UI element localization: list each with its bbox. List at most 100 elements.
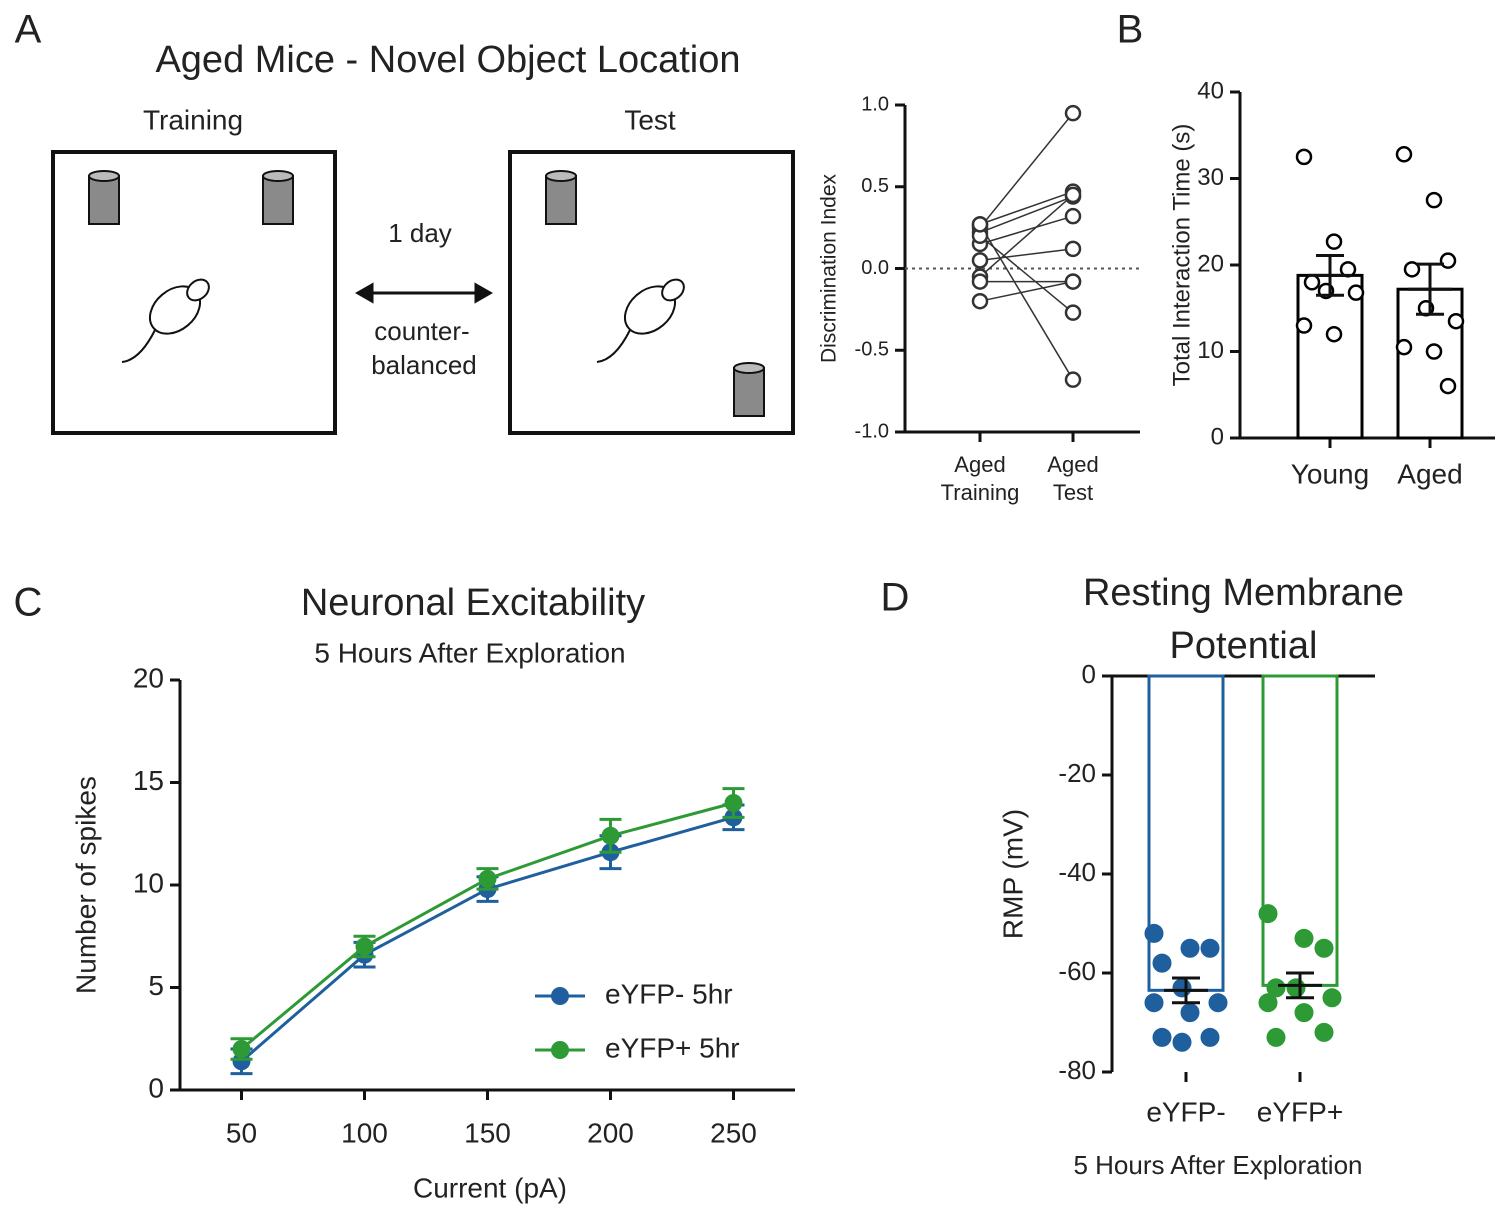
data-point <box>1200 1027 1220 1047</box>
data-point <box>1152 1027 1172 1047</box>
legend-marker <box>551 1041 569 1059</box>
data-point <box>1447 312 1465 330</box>
data-point <box>1180 938 1200 958</box>
data-point <box>1064 186 1082 204</box>
data-point <box>1286 978 1306 998</box>
mouse <box>596 278 685 363</box>
panel-letter: B <box>1117 8 1144 52</box>
legend-marker <box>551 987 569 1005</box>
x-tick-label: 200 <box>587 1117 634 1148</box>
data-point <box>1314 1022 1334 1042</box>
data-point <box>1294 1003 1314 1023</box>
arena-box <box>51 150 337 435</box>
y-tick-label: 20 <box>1197 250 1224 277</box>
data-point <box>355 937 374 956</box>
data-point <box>1347 284 1365 301</box>
data-point <box>971 292 989 310</box>
chart-title: Neuronal Excitability <box>301 582 645 624</box>
object <box>733 362 765 417</box>
y-axis-label: Number of spikes <box>70 776 101 994</box>
data-point <box>1303 274 1321 291</box>
y-tick-label: -60 <box>1058 956 1096 986</box>
panel-letter: C <box>14 581 43 625</box>
pair-line <box>979 280 1074 302</box>
data-point <box>1395 146 1413 163</box>
data-point <box>1064 304 1082 321</box>
note-line: balanced <box>371 350 477 380</box>
data-point <box>971 216 989 233</box>
y-axis-label: Total Interaction Time (s) <box>1168 124 1195 387</box>
pair-line <box>979 215 1074 245</box>
data-point <box>1064 273 1082 290</box>
chart-subtitle: 5 Hours After Exploration <box>314 637 625 668</box>
arena-label: Training <box>143 104 243 135</box>
data-point <box>232 1040 251 1058</box>
mouse <box>121 278 210 363</box>
data-point <box>1325 325 1343 343</box>
note-line: counter- <box>374 316 469 346</box>
data-point <box>1425 191 1443 209</box>
data-point <box>478 869 497 888</box>
y-tick-label: 0 <box>148 1072 164 1103</box>
y-tick-label: 0 <box>1211 423 1224 450</box>
x-tick-label: Aged Training <box>941 452 1020 505</box>
arena-box <box>508 150 795 435</box>
arena-label: Test <box>624 104 676 135</box>
x-tick-label: eYFP- <box>1146 1096 1225 1127</box>
pair-line <box>979 190 1074 226</box>
data-point <box>1172 1032 1192 1052</box>
data-point <box>1439 377 1457 395</box>
chart-title: Resting Membrane Potential <box>1083 572 1404 667</box>
x-axis-label: 5 Hours After Exploration <box>1073 1150 1362 1180</box>
data-point <box>1258 904 1278 924</box>
data-point <box>1180 1003 1200 1023</box>
x-tick-label: 50 <box>226 1117 257 1148</box>
x-tick-label: Aged Test <box>1047 452 1098 505</box>
legend-label: eYFP- 5hr <box>605 978 733 1009</box>
y-tick-label: 20 <box>133 662 164 693</box>
data-point <box>1425 343 1443 360</box>
data-point <box>1064 104 1082 122</box>
y-tick-label: 30 <box>1197 164 1224 191</box>
y-axis-label: RMP (mV) <box>997 809 1028 939</box>
y-tick-label: -80 <box>1058 1055 1096 1085</box>
y-tick-label: 40 <box>1197 77 1224 104</box>
object <box>545 170 577 225</box>
data-point <box>232 1052 251 1071</box>
y-tick-label: -40 <box>1058 857 1096 887</box>
panel-letter: D <box>881 576 910 620</box>
data-point <box>1403 261 1421 278</box>
y-tick-label: -20 <box>1058 758 1096 788</box>
data-point <box>601 826 620 845</box>
data-point <box>1064 371 1082 388</box>
data-point <box>1294 928 1314 948</box>
y-tick-label: -1.0 <box>855 420 889 442</box>
panel-letter: A <box>15 8 42 52</box>
arena-drawings <box>51 150 795 435</box>
y-tick-label: 10 <box>1197 337 1224 364</box>
double-arrow <box>354 282 494 304</box>
data-point <box>1395 338 1413 356</box>
data-point <box>1144 923 1164 943</box>
pair-line <box>979 223 1074 381</box>
object <box>88 170 120 225</box>
legend-label: eYFP+ 5hr <box>605 1032 740 1063</box>
y-axis-label: Discrimination Index <box>818 173 841 363</box>
data-point <box>1152 953 1172 973</box>
x-tick-label: Aged <box>1397 458 1462 489</box>
y-tick-label: 0.0 <box>861 257 889 279</box>
data-point <box>1439 252 1457 269</box>
data-point <box>1295 317 1313 334</box>
y-tick-label: 5 <box>148 970 164 1001</box>
data-point <box>1258 993 1278 1013</box>
y-tick-label: 15 <box>133 765 164 796</box>
data-point <box>724 794 743 812</box>
object <box>262 170 294 225</box>
y-tick-label: 0.5 <box>861 175 889 197</box>
data-point <box>1144 993 1164 1013</box>
pair-line <box>979 112 1074 229</box>
data-point <box>971 273 989 290</box>
data-point <box>1064 240 1082 258</box>
